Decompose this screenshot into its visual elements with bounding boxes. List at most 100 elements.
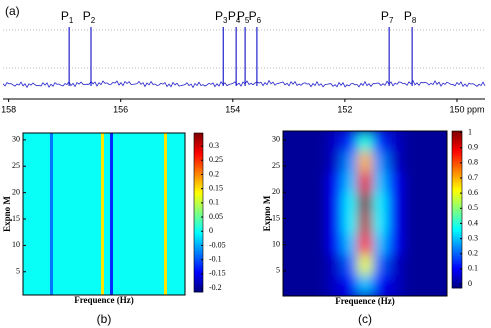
heatmap-cell: [327, 234, 343, 256]
heatmap-cell: [417, 131, 433, 152]
heatmap-cell: [116, 133, 120, 295]
colorbar-tick-label: 0.1: [468, 264, 478, 273]
colorbar-tick-label: 0.2: [468, 249, 478, 258]
peak-subscript: 3: [223, 16, 228, 25]
colorbar-step: [194, 155, 203, 159]
peak-name: P: [215, 9, 223, 23]
heatmap-cell: [312, 254, 329, 276]
colorbar-step: [452, 145, 462, 149]
colorbar-step: [452, 261, 462, 264]
colorbar-step: [194, 205, 203, 208]
peak-name: P: [404, 9, 412, 23]
colorbar-step: [452, 285, 462, 289]
x-tick-label: 154: [225, 104, 240, 114]
colorbar-step: [452, 226, 462, 230]
heatmap-cell: [387, 234, 403, 256]
colorbar-tick-label: 0.7: [468, 173, 478, 182]
colorbar-step: [194, 224, 203, 228]
colorbar-step: [194, 219, 203, 223]
colorbar-step: [452, 229, 462, 232]
colorbar-frame: [193, 132, 204, 293]
heatmap-cell: [327, 275, 343, 296]
x-tick-label: 152: [337, 104, 352, 114]
heatmap-cell: [417, 192, 433, 214]
heatmap-cell: [327, 172, 343, 194]
colorbar-step: [194, 162, 203, 166]
colorbar-step: [194, 247, 203, 251]
heatmap-cell: [297, 131, 314, 152]
peak-label: P6: [249, 9, 262, 25]
colorbar-step: [194, 229, 203, 233]
heatmap-cell: [173, 133, 177, 295]
heatmap-cell: [342, 192, 358, 214]
colorbar-step: [452, 263, 462, 267]
heatmap-cell: [32, 133, 36, 295]
heatmap-cell: [357, 131, 373, 152]
colorbar-step: [452, 224, 462, 228]
heatmap-cell: [387, 151, 403, 173]
colorbar-tick-label: 0.15: [209, 183, 223, 192]
colorbar-step: [452, 214, 462, 218]
heatmap-cells: [283, 131, 447, 296]
x-tick-label: 150: [449, 104, 464, 114]
heatmap-cell: [312, 213, 329, 235]
colorbar-step: [194, 197, 203, 201]
colorbar-tick-label: -0.15: [209, 269, 226, 278]
heatmap-cell: [357, 151, 373, 173]
heatmap-cell: [35, 133, 39, 295]
heatmap-cell: [23, 133, 27, 295]
heatmap-cell: [50, 133, 54, 295]
y-tick-label: 25: [12, 161, 20, 170]
peak-subscript: 5: [245, 16, 250, 25]
x-axis-label: Frequence (Hz): [335, 296, 395, 306]
heatmap-cell: [372, 172, 388, 194]
heatmap-cell: [77, 133, 81, 295]
heatmap-cell: [402, 151, 418, 173]
peak-label: P3: [215, 9, 228, 25]
heatmap-cell: [167, 133, 171, 295]
heatmap-cell: [122, 133, 126, 295]
colorbar-step: [452, 248, 462, 252]
colorbar-step: [452, 148, 462, 152]
colorbar-step: [452, 189, 462, 193]
colorbar-tick-label: 0.5: [468, 203, 478, 212]
heatmap-cell: [402, 213, 418, 235]
colorbar-tick-label: 0.05: [209, 212, 223, 221]
colorbar-step: [452, 160, 462, 164]
heatmap-cell: [297, 254, 314, 276]
colorbar-tick-label: -0.2: [209, 283, 222, 292]
heatmap-cell: [417, 213, 433, 235]
heatmap-cell: [283, 234, 299, 256]
colorbar-step: [194, 133, 203, 136]
y-tick-label: 10: [12, 240, 20, 249]
peak-name: P: [237, 9, 245, 23]
colorbar-step: [194, 214, 203, 218]
heatmap-cell: [164, 133, 168, 295]
heatmap-cell: [101, 133, 105, 295]
colorbar-step: [452, 275, 462, 279]
colorbar-step: [194, 282, 203, 285]
colorbar-tick-label: 0.2: [209, 169, 219, 178]
colorbar-step: [452, 172, 462, 176]
colorbar-step: [452, 280, 462, 284]
colorbar-step: [452, 238, 462, 242]
colorbar-step: [194, 157, 203, 161]
heatmap-cell: [104, 133, 108, 295]
colorbar-step: [194, 172, 203, 176]
heatmap-cell: [402, 254, 418, 276]
heatmap-cell: [312, 234, 329, 256]
colorbar-step: [452, 258, 462, 262]
colorbar-step: [452, 143, 462, 147]
x-tick-label: 156: [113, 104, 128, 114]
colorbar-step: [452, 202, 462, 205]
colorbar-step: [452, 182, 462, 186]
y-tick-label: 25: [272, 161, 280, 170]
heatmap-cell: [387, 213, 403, 235]
heatmap-cell: [56, 133, 60, 295]
heatmap-cell: [402, 275, 418, 296]
heatmap-cell: [297, 275, 314, 296]
y-tick-label: 10: [272, 239, 280, 248]
heatmap-cell: [146, 133, 150, 295]
colorbar-step: [194, 180, 203, 184]
colorbar-step: [194, 160, 203, 164]
